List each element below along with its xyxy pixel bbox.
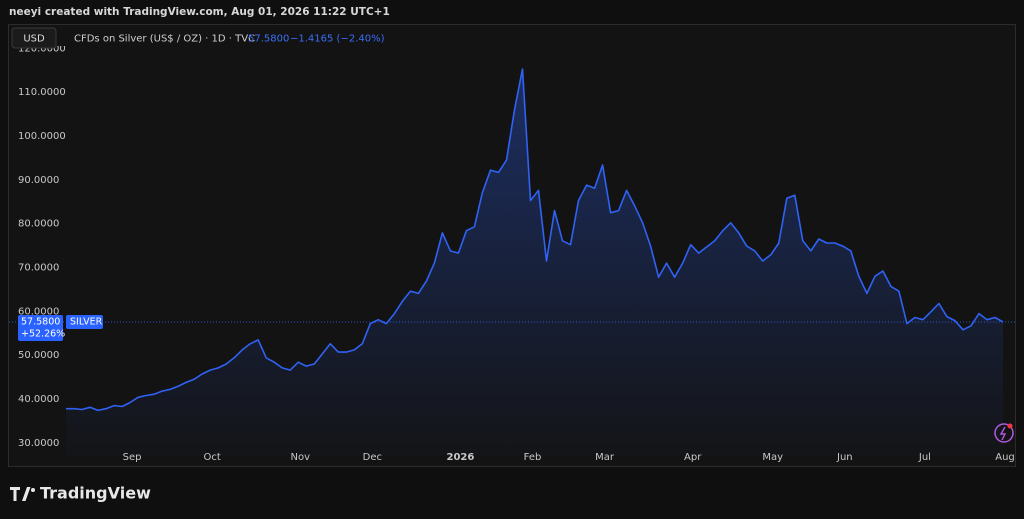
x-tick-label: Mar (595, 452, 615, 463)
y-tick-label: 80.0000 (18, 219, 59, 230)
x-tick-label: Jun (836, 452, 853, 463)
x-tick-label: 2026 (446, 452, 474, 463)
alert-bolt (999, 426, 1007, 441)
x-tick-label: Sep (123, 452, 142, 463)
area (66, 69, 1003, 456)
y-tick-label: 110.0000 (18, 87, 66, 98)
y-tick-label: 50.0000 (18, 350, 59, 361)
y-tick-label: 100.0000 (18, 131, 66, 142)
symbol-label: SILVER (70, 316, 103, 327)
y-tick-label: 120.0000 (18, 43, 66, 54)
currency-box[interactable] (11, 27, 57, 49)
x-tick-label: Nov (290, 452, 310, 463)
y-tick-label: 40.0000 (18, 394, 59, 405)
brand-logo (10, 487, 35, 501)
last-price-label: 57.5800 (21, 316, 60, 327)
legend-change: −1.4165 (−2.40%) (290, 34, 385, 45)
plot: 30.0000 40.0000 50.0000 60.0000 70.0000 80.00… (18, 43, 1004, 456)
y-tick-label: 70.0000 (18, 263, 59, 274)
symbol-box (66, 314, 103, 329)
credit: neeyi created with TradingView.com, Aug … (9, 6, 390, 18)
last-price-box (18, 314, 63, 341)
x-tick-label: Aug (995, 452, 1015, 463)
symbol-title: CFDs on Silver (US$ / OZ) · 1D · TVC (74, 34, 255, 45)
brand: TradingView (40, 484, 151, 503)
x-tick-label: Feb (524, 452, 542, 463)
x-tick-label: Jul (918, 452, 931, 463)
alert-icon[interactable] (994, 423, 1014, 443)
x-tick-label: Apr (684, 452, 702, 463)
alert-dot (1007, 423, 1013, 429)
currency[interactable]: USD (23, 34, 45, 45)
change-pct: +52.26% (21, 328, 65, 339)
y-tick-label: 30.0000 (18, 438, 59, 449)
legend-price: 57.5800 (248, 34, 289, 45)
x-tick-label: Dec (363, 452, 382, 463)
x-tick-label: Oct (204, 452, 221, 463)
price-line (66, 68, 1004, 412)
x-tick-label: May (762, 452, 783, 463)
y-tick-label: 90.0000 (18, 175, 59, 186)
y-tick-label: 60.0000 (18, 306, 59, 317)
